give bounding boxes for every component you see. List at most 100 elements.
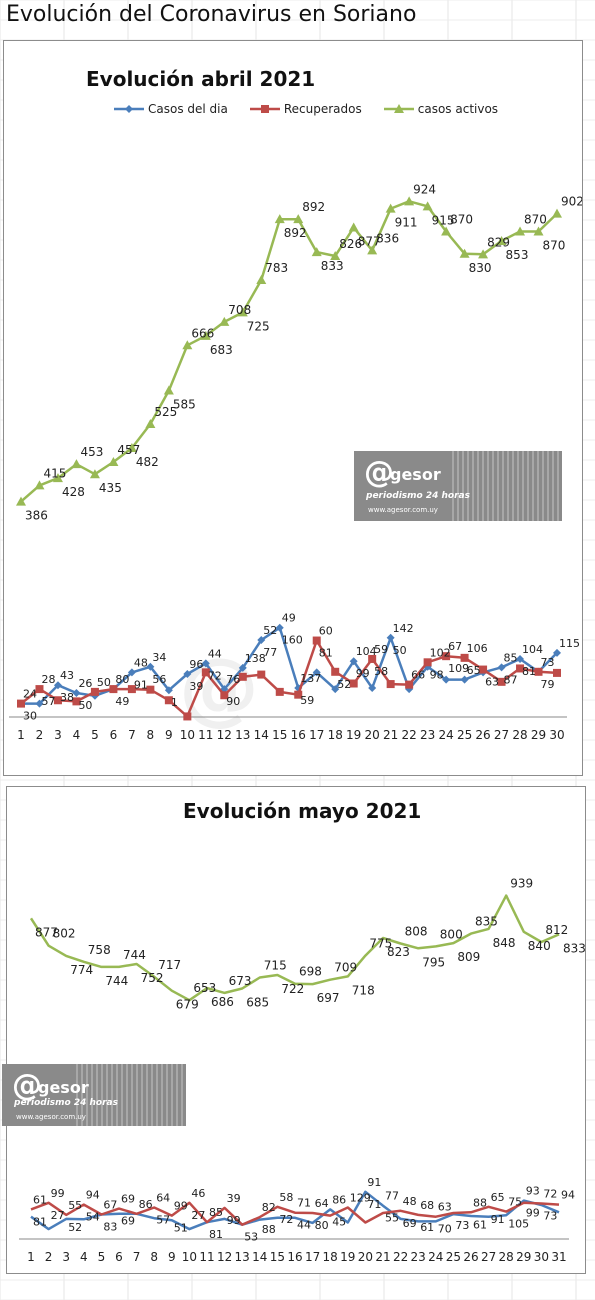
x-tick-label: 30 (534, 1250, 549, 1264)
data-point (442, 675, 451, 684)
data-point (219, 316, 230, 326)
data-label: 744 (105, 974, 128, 988)
x-tick-label: 5 (91, 728, 99, 742)
data-label: 90 (226, 695, 240, 708)
x-tick-label: 7 (133, 1250, 141, 1264)
legend-marker-casos (114, 105, 144, 113)
data-label: 96 (189, 658, 203, 671)
data-label: 585 (173, 398, 196, 412)
watermark-abril: @ gesor periodismo 24 horas www.agesor.c… (354, 451, 562, 521)
data-label: 72 (208, 669, 222, 682)
data-label: 666 (191, 326, 214, 340)
data-point (496, 235, 507, 245)
data-point (367, 245, 378, 255)
legend-item-casos: Casos del dia (114, 102, 228, 116)
data-label: 93 (526, 1185, 540, 1198)
data-label: 57 (156, 1214, 170, 1227)
data-label: 809 (457, 950, 480, 964)
data-label: 58 (279, 1191, 293, 1204)
data-label: 679 (176, 998, 199, 1012)
data-label: 79 (541, 678, 555, 691)
data-point (330, 251, 341, 261)
data-label: 697 (317, 991, 340, 1005)
x-tick-label: 5 (98, 1250, 106, 1264)
data-label: 65 (467, 664, 481, 677)
x-tick-label: 26 (463, 1250, 478, 1264)
data-point (331, 667, 340, 676)
data-label: 26 (78, 677, 92, 690)
x-tick-label: 8 (147, 728, 155, 742)
data-label: 64 (156, 1192, 170, 1205)
data-point (516, 664, 525, 673)
data-label: 48 (134, 656, 148, 669)
data-point (386, 633, 395, 642)
x-tick-label: 22 (393, 1250, 408, 1264)
data-label: 808 (405, 925, 428, 939)
data-point (35, 685, 44, 694)
data-label: 70 (438, 1223, 452, 1236)
x-tick-label: 27 (481, 1250, 496, 1264)
plot-mayo: 1 2 3 4 5 6 7 8 9 10 11 12 13 14 15 16 17 18 19 20 21 22 23 24 2… (19, 877, 585, 1264)
x-tick-label: 19 (340, 1250, 355, 1264)
data-label: 52 (263, 624, 277, 637)
x-tick-label: 2 (45, 1250, 53, 1264)
chart-title-mayo: Evolución mayo 2021 (183, 799, 422, 823)
x-tick-label: 4 (73, 728, 81, 742)
data-label: 800 (440, 927, 463, 941)
data-label: 77 (263, 646, 277, 659)
data-label: 73 (543, 1210, 557, 1223)
data-label: 88 (262, 1223, 276, 1236)
data-point (405, 680, 414, 689)
data-label: 61 (473, 1218, 487, 1231)
data-label: 840 (528, 939, 551, 953)
data-label: 673 (229, 974, 252, 988)
data-label: 55 (68, 1199, 82, 1212)
data-point (146, 662, 155, 671)
data-point (52, 473, 63, 483)
x-tick-label: 27 (494, 728, 509, 742)
data-label: 80 (315, 1219, 329, 1232)
data-label: 50 (78, 699, 92, 712)
data-label: 72 (543, 1188, 557, 1201)
data-label: 717 (158, 958, 181, 972)
data-label: 81 (209, 1228, 223, 1241)
data-label: 85 (504, 651, 518, 664)
data-label: 848 (493, 936, 516, 950)
data-point (72, 689, 81, 698)
x-tick-label: 16 (287, 1250, 302, 1264)
data-label: 60 (319, 625, 333, 638)
data-point (478, 249, 489, 259)
data-label: 51 (174, 1222, 188, 1235)
data-label: 415 (43, 466, 66, 480)
data-point (423, 658, 432, 667)
data-label: 870 (450, 212, 473, 226)
watermark-url: www.agesor.com.uy (16, 1113, 86, 1121)
data-point (163, 385, 174, 395)
x-tick-label: 30 (549, 728, 564, 742)
data-label: 45 (332, 1215, 346, 1228)
watermark-at: @ (364, 455, 394, 490)
data-label: 91 (367, 1176, 381, 1189)
data-label: 98 (430, 668, 444, 681)
data-label: 50 (97, 676, 111, 689)
data-label: 812 (545, 923, 568, 937)
data-point (126, 442, 137, 452)
data-label: 43 (60, 669, 74, 682)
page-title: Evolución del Coronavirus en Soriano (6, 2, 417, 27)
data-label: 56 (152, 673, 166, 686)
x-tick-label: 26 (475, 728, 490, 742)
data-point (109, 685, 118, 694)
data-label: 685 (246, 995, 269, 1009)
data-label: 85 (209, 1206, 223, 1219)
data-label: 28 (41, 673, 55, 686)
data-point (274, 214, 285, 224)
data-label: 870 (543, 238, 566, 252)
data-point (183, 670, 192, 679)
x-tick-label: 11 (198, 728, 213, 742)
data-point (312, 636, 321, 645)
data-label: 73 (455, 1219, 469, 1232)
data-label: 53 (244, 1231, 258, 1244)
data-point (201, 659, 210, 668)
data-label: 87 (504, 673, 518, 686)
data-point (238, 672, 247, 681)
